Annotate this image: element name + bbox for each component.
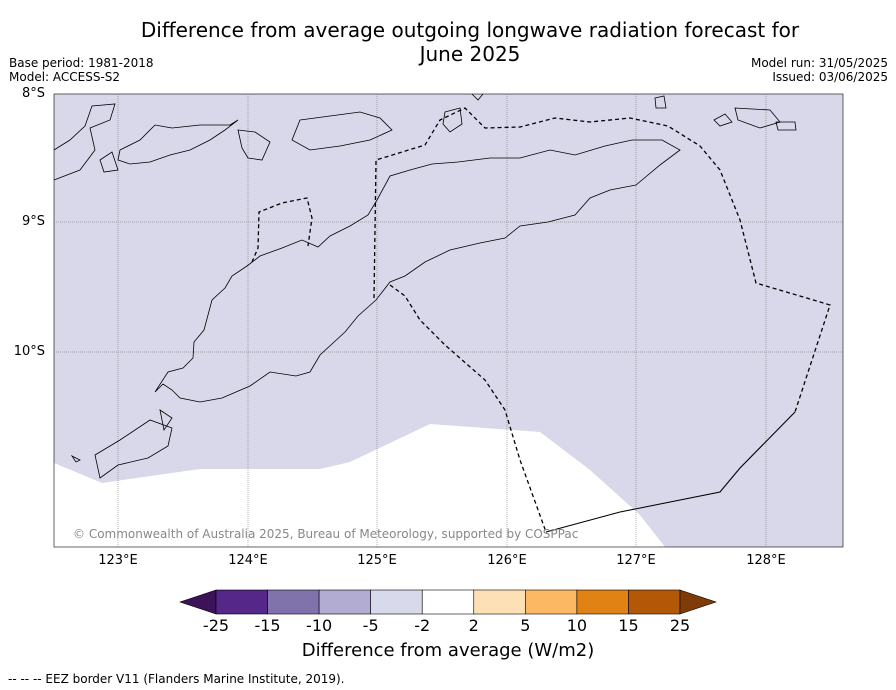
- colorbar-extend-high: [679, 589, 717, 615]
- colorbar-segment: [421, 589, 475, 615]
- colorbar-segment: [215, 589, 268, 615]
- lon-label-126e: 126°E: [487, 553, 527, 568]
- lon-label-125e: 125°E: [357, 553, 397, 568]
- meta-right: Model run: 31/05/2025 Issued: 03/06/2025: [751, 56, 888, 84]
- lon-label-127e: 127°E: [616, 553, 656, 568]
- lat-label-9s: 9°S: [21, 214, 45, 229]
- colorbar-extend-low: [179, 589, 217, 615]
- colorbar-segment: [318, 589, 371, 615]
- colorbar-tick-label: 2: [468, 616, 479, 635]
- anomaly-region: [54, 94, 843, 547]
- title-line-2: June 2025: [419, 42, 521, 66]
- colorbar-tick-label: 10: [566, 616, 588, 635]
- colorbar-segment: [525, 589, 578, 615]
- meta-left: Base period: 1981-2018 Model: ACCESS-S2: [9, 56, 154, 84]
- chart-title: Difference from average outgoing longwav…: [100, 18, 840, 66]
- colorbar-tick-label: -15: [254, 616, 281, 635]
- lon-label-124e: 124°E: [228, 553, 268, 568]
- colorbar-tick-label: -2: [414, 616, 431, 635]
- lat-label-10s: 10°S: [13, 344, 45, 359]
- colorbar-tick-label: 25: [669, 616, 691, 635]
- colorbar-label: Difference from average (W/m2): [301, 640, 595, 661]
- colorbar-segment: [370, 589, 423, 615]
- model-name: Model: ACCESS-S2: [9, 70, 121, 84]
- eez-borders: [251, 107, 831, 533]
- colorbar-tick-label: -25: [202, 616, 230, 635]
- lon-label-123e: 123°E: [98, 553, 138, 568]
- colorbar-segment: [473, 589, 526, 615]
- lat-label-8s: 8°S: [21, 86, 45, 101]
- colorbar-tick-label: 15: [618, 616, 639, 635]
- lon-label-128e: 128°E: [746, 553, 786, 568]
- copyright-notice: © Commonwealth of Australia 2025, Bureau…: [73, 527, 579, 541]
- eez-border-solid: [545, 411, 796, 533]
- issued-date: Issued: 03/06/2025: [772, 70, 888, 84]
- colorbar-tick-label: -5: [362, 616, 379, 635]
- base-period: Base period: 1981-2018: [9, 56, 154, 70]
- gridlines: [54, 93, 843, 547]
- colorbar-segment: [628, 589, 681, 615]
- title-line-1: Difference from average outgoing longwav…: [140, 18, 800, 42]
- colorbar: [179, 589, 717, 615]
- coastlines: [53, 93, 797, 479]
- colorbar-tick-label: -10: [306, 616, 333, 635]
- colorbar-segment: [267, 589, 320, 615]
- colorbar-segment: [576, 589, 629, 615]
- model-run: Model run: 31/05/2025: [750, 56, 888, 70]
- eez-legend: -- -- -- EEZ border V11 (Flanders Marine…: [8, 672, 345, 686]
- colorbar-tick-label: 5: [520, 616, 531, 635]
